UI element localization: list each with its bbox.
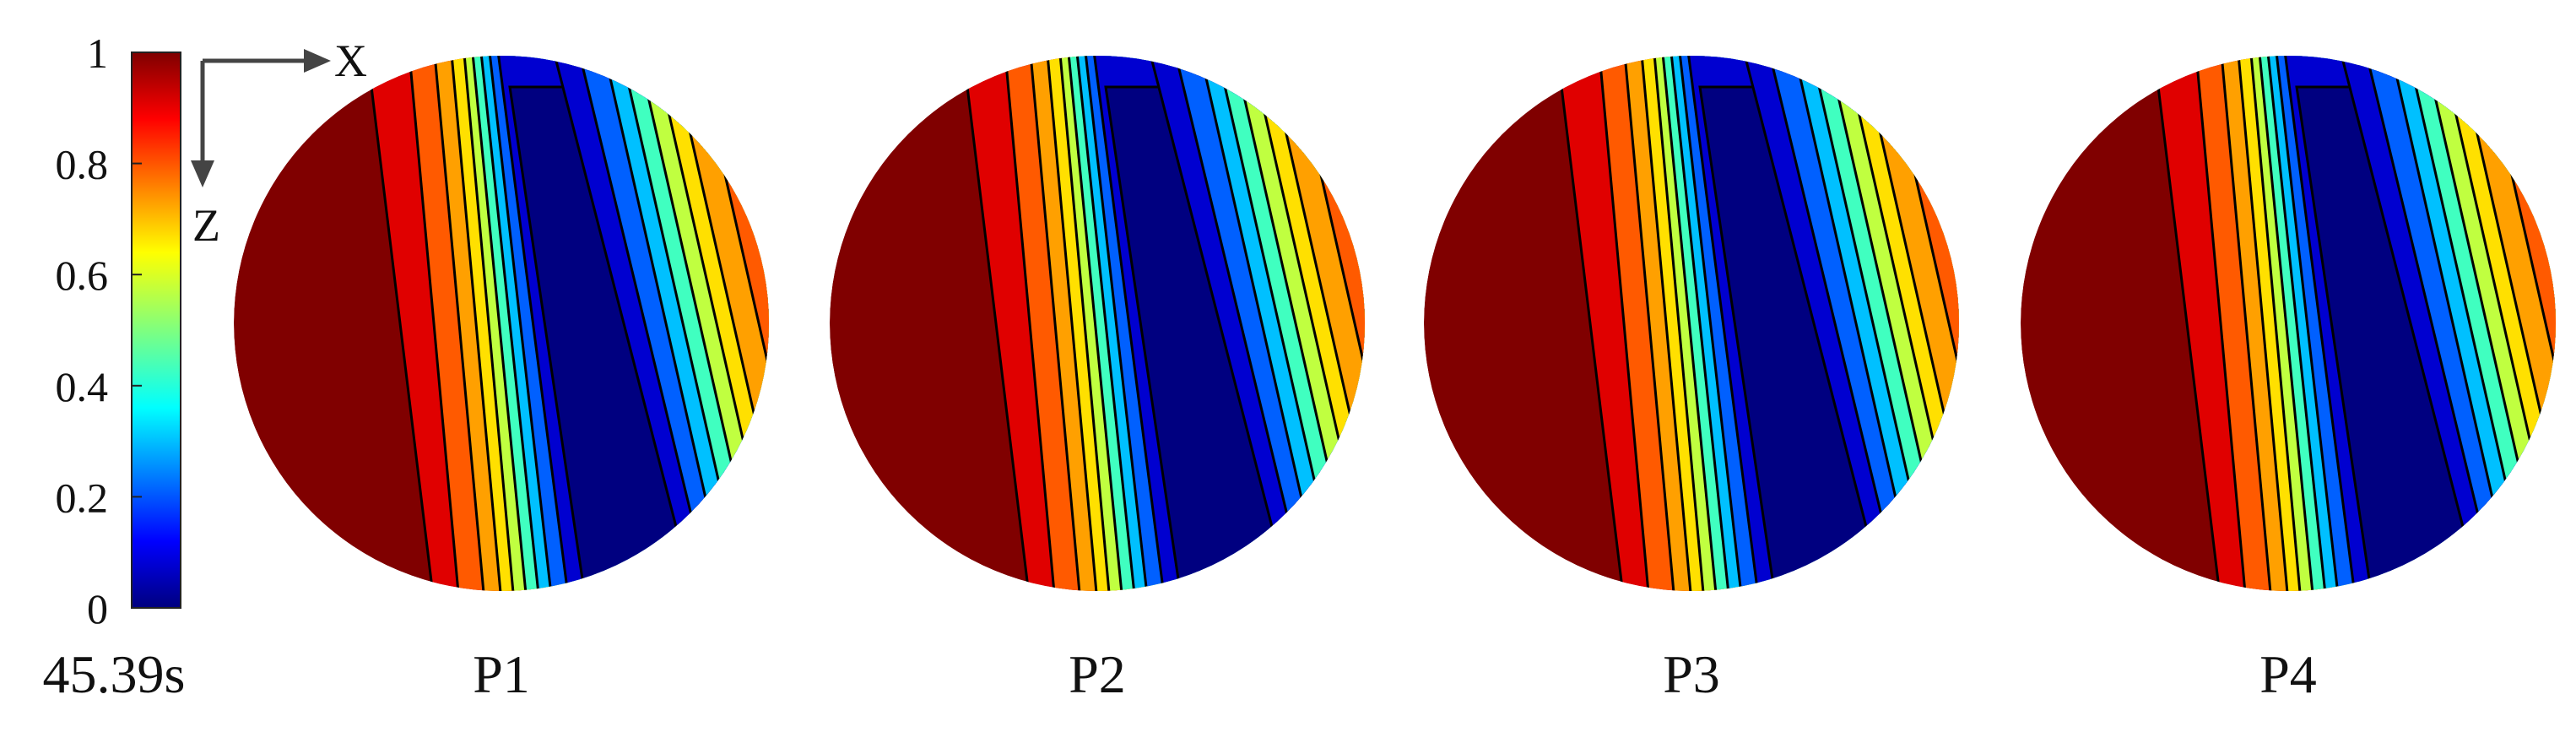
panels: P1 P2 P3 P4	[234, 45, 2576, 704]
panel-label: P2	[1069, 644, 1126, 704]
z-arrowhead	[191, 160, 214, 187]
x-arrowhead	[304, 49, 331, 73]
contour-disk	[2021, 45, 2576, 602]
contour-disk	[1424, 45, 2046, 602]
colorbar-tick-label: 1	[87, 30, 108, 77]
panel-label: P3	[1663, 644, 1720, 704]
colorbar-tick-label: 0.4	[56, 363, 109, 410]
contour-disk	[830, 45, 1452, 602]
colorbar-tick-label: 0.8	[56, 141, 109, 188]
colorbar-tick-label: 0.2	[56, 474, 109, 521]
time-label: 45.39s	[43, 644, 186, 704]
axis-indicator	[191, 49, 331, 187]
x-axis-label: X	[334, 35, 367, 86]
panel-label: P4	[2259, 644, 2317, 704]
contour-disk	[234, 45, 856, 602]
colorbar-tick-label: 0.6	[56, 252, 109, 299]
colorbar	[131, 52, 181, 609]
panel-label: P1	[473, 644, 530, 704]
z-axis-label: Z	[192, 200, 220, 251]
colorbar-tick-label: 0	[87, 585, 108, 632]
